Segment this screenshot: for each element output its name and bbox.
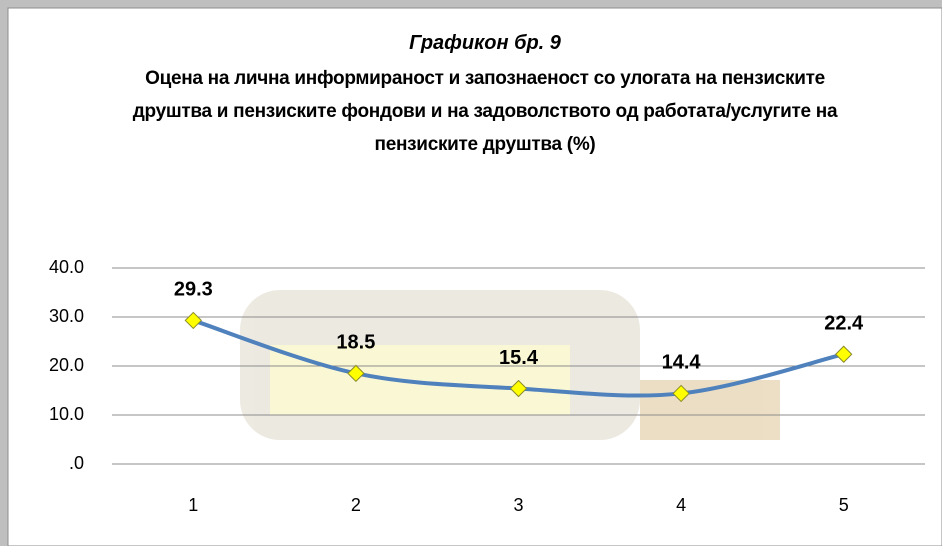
x-tick-label: 1 bbox=[188, 495, 198, 515]
y-tick-label: 40.0 bbox=[49, 257, 84, 277]
y-tick-label: 30.0 bbox=[49, 306, 84, 326]
data-label: 22.4 bbox=[824, 313, 864, 335]
chart-subtitle: Оцена на лична информираност и запознаен… bbox=[95, 62, 875, 161]
data-label: 18.5 bbox=[336, 332, 375, 354]
y-tick-label: .0 bbox=[69, 453, 84, 473]
x-tick-label: 2 bbox=[351, 495, 361, 515]
x-tick-label: 3 bbox=[513, 495, 523, 515]
page: .0 10.0 20.0 30.0 40.0 1 2 3 4 5 29.3 18.5 15.4 14.4 2… bbox=[0, 0, 942, 546]
y-tick-label: 10.0 bbox=[49, 404, 84, 424]
x-tick-label: 4 bbox=[676, 495, 686, 515]
x-tick-label: 5 bbox=[839, 495, 849, 515]
chart-title: Графикон бр. 9 bbox=[95, 32, 875, 55]
y-tick-label: 20.0 bbox=[49, 355, 84, 375]
data-label: 29.3 bbox=[174, 279, 213, 301]
data-label: 14.4 bbox=[662, 352, 702, 374]
data-label: 15.4 bbox=[499, 347, 539, 369]
